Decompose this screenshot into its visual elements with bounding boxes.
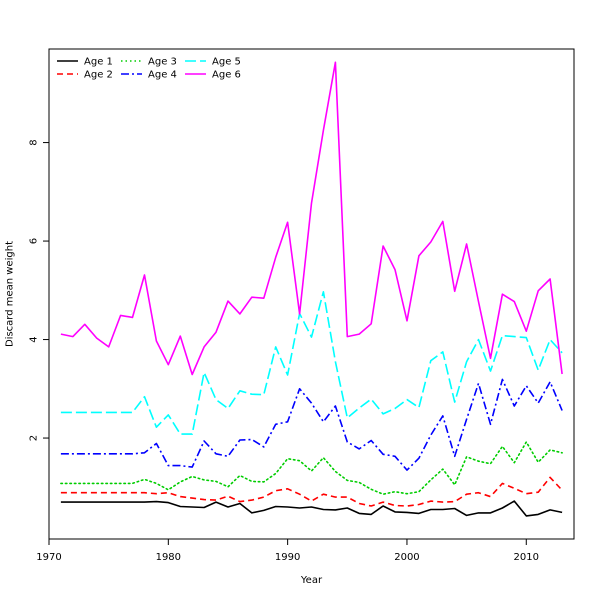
x-tick-label: 1970 [36,552,61,563]
x-axis-label: Year [300,575,323,586]
y-tick-label: 2 [29,435,40,441]
y-axis-label: Discard mean weight [5,241,16,347]
series-line-age-6 [60,61,563,376]
y-tick-label: 6 [29,238,40,244]
legend-label-age-4: Age 4 [148,70,177,81]
series-layer [60,61,563,517]
series-line-age-4 [60,378,563,471]
y-tick-label: 4 [29,336,40,342]
series-line-age-3 [60,441,563,496]
legend-label-age-3: Age 3 [148,57,177,68]
plot-frame [48,48,575,540]
series-line-age-5 [60,290,563,435]
axes: 1970 1980 1990 2000 2010 2 4 6 8 [29,48,575,563]
legend-label-age-5: Age 5 [212,57,241,68]
legend-label-age-6: Age 6 [212,70,241,81]
legend-label-age-2: Age 2 [84,70,113,81]
legend-label-age-1: Age 1 [84,57,113,68]
legend: Age 1 Age 2 Age 3 Age 4 Age 5 Age 6 [57,57,241,81]
x-tick-label: 1990 [275,552,300,563]
x-tick-label: 2010 [514,552,539,563]
x-tick-label: 1980 [156,552,181,563]
series-line-age-1 [60,500,563,517]
x-tick-label: 2000 [394,552,419,563]
series-line-age-2 [60,476,563,507]
y-tick-label: 8 [29,139,40,145]
